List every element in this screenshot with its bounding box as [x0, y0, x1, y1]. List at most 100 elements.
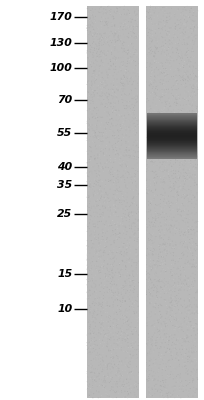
Point [136, 184, 139, 191]
Point [94, 13, 97, 20]
Point [153, 262, 157, 268]
Point [177, 125, 181, 132]
Point [145, 43, 149, 49]
Point [184, 77, 187, 83]
Point [169, 239, 172, 246]
Point [158, 244, 162, 250]
Point [90, 45, 93, 52]
Point [90, 165, 93, 171]
Point [186, 353, 189, 360]
Point [164, 379, 167, 386]
Point [110, 116, 113, 122]
Point [109, 10, 112, 17]
Point [115, 231, 118, 237]
Point [144, 209, 148, 215]
Point [88, 8, 92, 14]
Point [186, 223, 190, 230]
Point [165, 134, 169, 141]
Point [122, 274, 126, 280]
Point [134, 315, 137, 321]
Point [184, 178, 187, 184]
Point [181, 192, 184, 199]
Point [152, 6, 155, 13]
Point [149, 198, 152, 204]
Point [96, 245, 99, 252]
Point [189, 226, 192, 232]
Point [107, 320, 110, 327]
Point [193, 263, 196, 270]
Point [154, 37, 157, 44]
Point [145, 150, 148, 156]
Point [119, 77, 122, 83]
Point [172, 383, 175, 390]
Point [144, 264, 147, 270]
Point [164, 72, 168, 79]
Point [160, 254, 163, 260]
Point [151, 149, 154, 155]
Point [96, 391, 100, 397]
Point [132, 66, 135, 73]
Point [165, 226, 168, 232]
Point [150, 322, 154, 329]
Point [122, 284, 125, 290]
Point [107, 172, 110, 179]
Point [109, 366, 112, 372]
Point [115, 30, 118, 37]
Point [119, 235, 123, 242]
Point [101, 320, 105, 326]
Point [101, 263, 104, 269]
Point [88, 106, 92, 112]
Point [128, 361, 132, 367]
Point [174, 217, 177, 224]
Point [116, 34, 119, 40]
Point [113, 259, 116, 266]
Point [180, 196, 184, 202]
Point [126, 274, 129, 280]
Point [121, 46, 125, 52]
Point [154, 86, 157, 92]
Point [120, 111, 123, 118]
Point [132, 358, 136, 364]
Point [187, 216, 190, 222]
Point [160, 390, 163, 397]
Point [130, 302, 133, 308]
Point [175, 120, 178, 127]
Point [122, 39, 126, 46]
Point [195, 228, 199, 234]
Point [119, 275, 122, 282]
Point [155, 23, 159, 29]
Point [110, 350, 113, 357]
Point [106, 48, 110, 54]
Point [193, 119, 196, 125]
Point [153, 339, 156, 345]
Point [186, 140, 189, 146]
Point [178, 160, 181, 166]
Point [162, 269, 166, 275]
Point [157, 374, 160, 380]
Point [159, 223, 163, 229]
Point [162, 104, 165, 111]
Point [159, 43, 162, 49]
Point [164, 52, 167, 59]
Point [161, 125, 165, 132]
Point [131, 243, 135, 250]
Point [190, 325, 193, 332]
Point [111, 109, 114, 116]
Point [121, 99, 124, 106]
Point [91, 87, 94, 93]
Point [180, 342, 184, 349]
Point [121, 299, 124, 305]
Point [162, 204, 165, 211]
Point [131, 27, 135, 33]
Point [137, 392, 140, 399]
Point [168, 135, 171, 142]
Point [93, 214, 96, 220]
Point [114, 38, 117, 44]
Point [147, 122, 151, 128]
Point [144, 234, 148, 241]
Point [100, 194, 103, 200]
Point [132, 194, 135, 200]
Point [185, 382, 188, 389]
Point [123, 146, 126, 153]
Point [193, 105, 196, 112]
